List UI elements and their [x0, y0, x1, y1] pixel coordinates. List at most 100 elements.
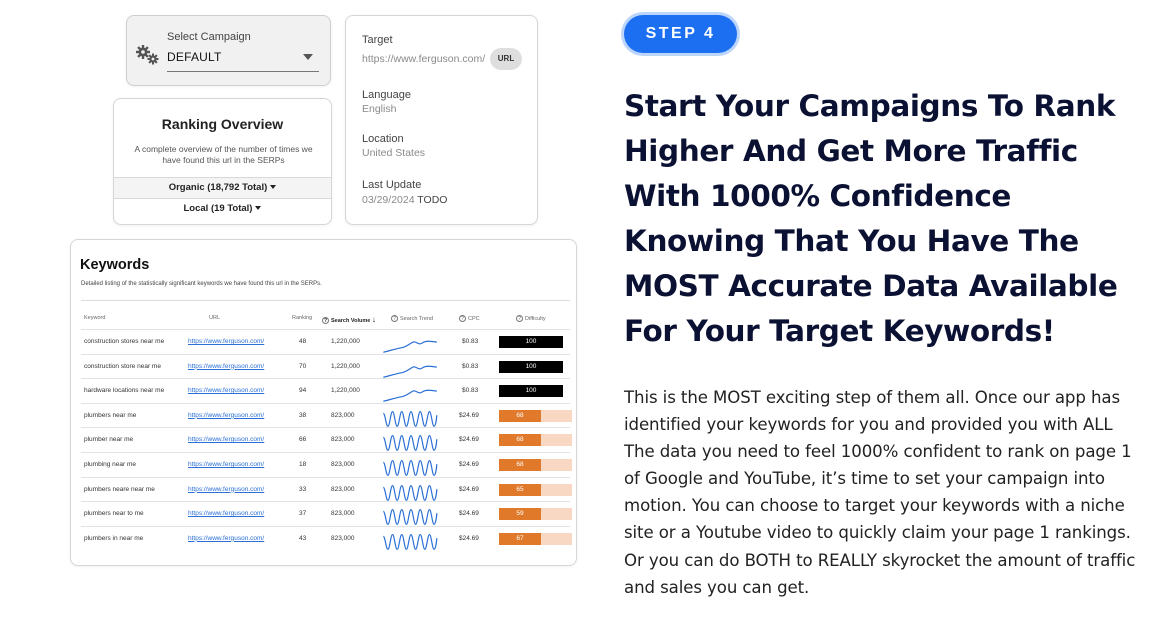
difficulty-value: 100	[499, 385, 563, 398]
difficulty-value: 68	[499, 459, 541, 471]
organic-label: Organic (18,792 Total)	[168, 182, 268, 193]
url-link[interactable]: https://www.ferguson.com/	[188, 362, 265, 370]
table-row[interactable]: hardware locations near me https://www.fe…	[81, 378, 570, 403]
ranking-cell: 43	[299, 534, 307, 542]
keywords-card: Keywords Detailed listing of the statist…	[70, 239, 577, 566]
table-row[interactable]: plumbers near to me https://www.ferguson.…	[81, 501, 572, 526]
language-value: English	[362, 103, 397, 115]
keyword-cell: construction store near me	[84, 362, 161, 370]
col-search-volume[interactable]: ? Search Volume ↓	[322, 315, 376, 325]
url-link[interactable]: https://www.ferguson.com/	[188, 485, 265, 493]
last-update-note: TODO	[417, 194, 448, 206]
table-row[interactable]: construction stores near me https://www.f…	[81, 329, 570, 354]
cpc-cell: $0.83	[462, 362, 479, 370]
url-link[interactable]: https://www.ferguson.com/	[188, 534, 265, 542]
caret-down-icon	[270, 185, 277, 190]
target-label: Target	[362, 34, 393, 46]
url-link[interactable]: https://www.ferguson.com/	[188, 411, 265, 419]
table-row[interactable]: plumber near me https://www.ferguson.com/…	[81, 427, 572, 452]
ranking-overview-card: Ranking Overview A complete overview of …	[113, 98, 332, 225]
difficulty-bar: 59	[499, 508, 572, 521]
search-volume-cell: 823,000	[331, 411, 355, 419]
difficulty-bar: 100	[499, 360, 572, 373]
url-button[interactable]: URL	[490, 48, 522, 70]
search-volume-cell: 1,220,000	[331, 387, 360, 395]
difficulty-value: 59	[499, 508, 541, 521]
campaign-selector[interactable]: Select Campaign DEFAULT	[126, 15, 331, 86]
chevron-down-icon[interactable]	[303, 54, 313, 60]
ranking-cell: 33	[299, 485, 307, 493]
target-url: https://www.ferguson.com/	[362, 53, 486, 65]
search-volume-cell: 823,000	[331, 436, 355, 444]
target-info-card: Target https://www.ferguson.com/ URL Lan…	[345, 15, 538, 225]
language-label: Language	[362, 89, 411, 101]
table-row[interactable]: plumbers near me https://www.ferguson.com…	[81, 402, 572, 428]
col-search-trend-label: Search Trend	[400, 315, 434, 322]
col-url[interactable]: URL	[209, 315, 221, 321]
keyword-cell: plumbers near to me	[84, 510, 144, 518]
difficulty-track	[541, 508, 572, 521]
difficulty-bar: 67	[499, 532, 572, 545]
keyword-cell: plumbing near me	[84, 461, 137, 468]
cpc-cell: $24.69	[459, 510, 479, 518]
search-volume-cell: 1,220,000	[331, 338, 360, 345]
col-difficulty-label: Difficulty	[525, 315, 546, 322]
help-icon: ?	[516, 315, 523, 322]
difficulty-value: 67	[499, 532, 541, 545]
local-dropdown[interactable]: Local (19 Total)	[114, 198, 331, 219]
ranking-cell: 70	[299, 362, 307, 370]
keywords-title: Keywords	[80, 257, 150, 273]
difficulty-bar: 100	[499, 385, 572, 398]
search-trend-sparkline	[382, 459, 438, 476]
search-trend-sparkline	[383, 389, 437, 403]
keywords-subtitle: Detailed listing of the statistically si…	[81, 281, 322, 287]
col-difficulty[interactable]: ? Difficulty	[516, 315, 546, 322]
cpc-cell: $24.69	[459, 534, 479, 542]
ranking-cell: 18	[299, 461, 307, 468]
difficulty-track	[541, 483, 572, 496]
organic-dropdown[interactable]: Organic (18,792 Total)	[114, 177, 331, 198]
search-volume-cell: 823,000	[331, 485, 355, 493]
difficulty-value: 65	[499, 483, 541, 496]
col-keyword[interactable]: Keyword	[84, 315, 106, 321]
col-search-trend[interactable]: ? Search Trend	[391, 315, 433, 322]
keyword-cell: plumber near me	[84, 436, 134, 444]
ranking-description: A complete overview of the number of tim…	[134, 144, 313, 165]
cpc-cell: $24.69	[459, 436, 479, 444]
col-cpc-label: CPC	[468, 315, 480, 322]
url-link[interactable]: https://www.ferguson.com/	[188, 436, 265, 444]
last-update-label: Last Update	[362, 179, 422, 191]
col-ranking[interactable]: Ranking	[292, 315, 313, 321]
difficulty-track	[541, 459, 572, 471]
step-badge: STEP 4	[624, 15, 737, 53]
search-volume-cell: 823,000	[331, 510, 355, 518]
cpc-cell: $0.83	[462, 338, 479, 345]
search-volume-cell: 823,000	[331, 534, 355, 542]
ranking-cell: 94	[299, 387, 307, 395]
table-row[interactable]: construction store near me https://www.fe…	[81, 353, 572, 379]
campaign-value[interactable]: DEFAULT	[167, 50, 222, 64]
sort-arrow-down-icon: ↓	[371, 315, 376, 324]
url-link[interactable]: https://www.ferguson.com/	[188, 338, 265, 345]
table-row[interactable]: plumbers in near me https://www.ferguson.…	[81, 525, 572, 551]
url-link[interactable]: https://www.ferguson.com/	[188, 510, 265, 518]
url-link[interactable]: https://www.ferguson.com/	[188, 461, 265, 468]
search-trend-sparkline	[382, 435, 438, 452]
search-trend-sparkline	[383, 340, 437, 353]
location-label: Location	[362, 133, 404, 145]
search-trend-sparkline	[383, 365, 437, 378]
url-link[interactable]: https://www.ferguson.com/	[188, 387, 265, 395]
difficulty-bar: 68	[499, 434, 572, 447]
search-volume-cell: 823,000	[331, 461, 355, 468]
keyword-cell: hardware locations near me	[84, 387, 165, 395]
col-cpc[interactable]: ? CPC	[459, 315, 480, 322]
search-trend-sparkline	[382, 484, 438, 501]
divider	[81, 300, 570, 301]
table-row[interactable]: plumbing near me https://www.ferguson.com…	[81, 452, 572, 477]
search-trend-sparkline	[382, 533, 438, 550]
ranking-cell: 37	[299, 510, 307, 518]
campaign-underline	[167, 71, 319, 72]
ranking-title: Ranking Overview	[161, 116, 284, 132]
caret-down-icon	[255, 206, 262, 211]
table-row[interactable]: plumbers neare near me https://www.fergus…	[81, 476, 572, 502]
